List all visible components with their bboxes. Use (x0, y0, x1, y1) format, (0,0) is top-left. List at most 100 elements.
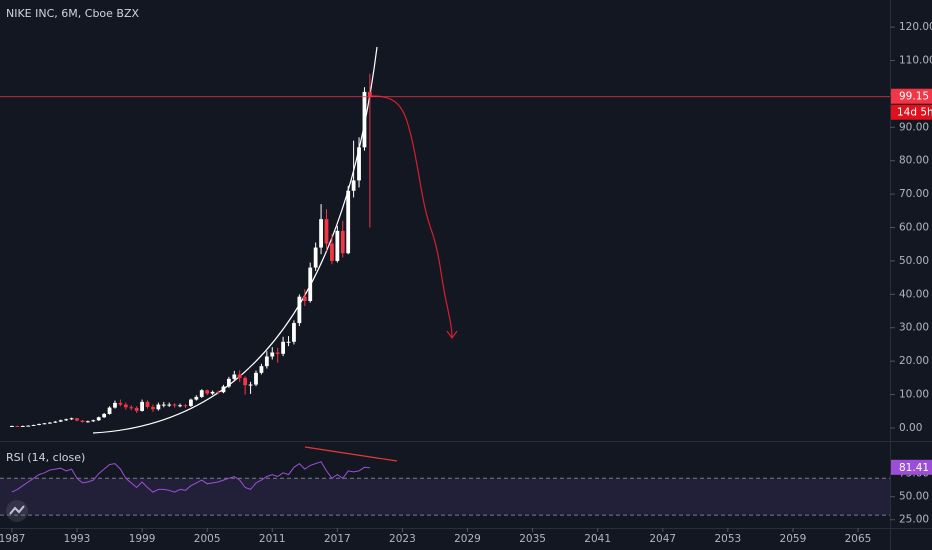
candle-body (313, 247, 318, 268)
x-tick-label: 1999 (129, 533, 156, 545)
candle-body (243, 377, 248, 386)
candle-body (134, 407, 139, 411)
candle-body (248, 384, 253, 386)
candle-body (194, 396, 199, 400)
candle-body (118, 402, 123, 405)
rsi-trendline (304, 446, 398, 462)
candle-body (254, 372, 258, 385)
candle-body (362, 91, 367, 148)
candle-body (80, 420, 85, 422)
candle-body (183, 405, 188, 407)
candle-body (351, 180, 356, 191)
candle-body (367, 91, 372, 97)
candle-body (189, 399, 193, 406)
y-tick-label: 70.00 (899, 188, 929, 200)
candle-body (237, 374, 242, 378)
candle-body (123, 404, 128, 408)
candle-body (297, 296, 302, 324)
candle-body (151, 406, 155, 410)
candle-body (178, 405, 182, 407)
candle-body (330, 243, 334, 261)
candle-body (15, 425, 20, 427)
y-tick-label: 90.00 (899, 121, 929, 133)
rsi-line (11, 461, 370, 493)
last-price-box (891, 88, 932, 104)
countdown-box (891, 104, 932, 120)
candle-body (232, 374, 237, 379)
y-tick-label: 60.00 (899, 222, 929, 234)
candle-body (69, 418, 74, 420)
candle-body (64, 419, 69, 421)
candle-body (259, 366, 264, 373)
candle-body (91, 420, 96, 422)
candle-body (75, 418, 79, 421)
candle-body (226, 378, 231, 387)
x-tick-label: 2035 (519, 533, 546, 545)
drawn-arrow (369, 95, 458, 340)
x-tick-label: 2029 (454, 533, 481, 545)
x-tick-label: 1993 (64, 533, 91, 545)
rsi-title: RSI (14, close) (6, 451, 85, 464)
y-tick-label: 50.00 (899, 255, 929, 267)
candle-body (53, 421, 58, 423)
y-tick-label: 40.00 (899, 288, 929, 300)
x-tick-label: 2005 (194, 533, 221, 545)
x-tick-label: 2065 (845, 533, 872, 545)
y-tick-label: 80.00 (899, 155, 929, 167)
countdown-label: 14d 5h (897, 107, 932, 119)
candle-body (37, 423, 41, 425)
candle-body (107, 407, 112, 414)
rsi-y-tick-label: 25.00 (899, 514, 929, 526)
chart-title: NIKE INC, 6M, Cboe BZX (6, 7, 140, 20)
candle-body (205, 390, 210, 394)
candle-body (340, 230, 345, 254)
candle-body (292, 323, 296, 342)
x-tick-label: 2053 (714, 533, 741, 545)
rsi-last-box (891, 459, 932, 475)
candle-body (47, 422, 52, 424)
candle-body (357, 147, 361, 181)
y-tick-label: 20.00 (899, 355, 929, 367)
y-tick-label: 10.00 (899, 389, 929, 401)
candle-body (42, 423, 47, 425)
candle-body (20, 425, 25, 427)
candle-body (156, 404, 161, 410)
candle-body (26, 425, 31, 427)
candle-body (31, 424, 36, 426)
candle-body (102, 413, 107, 418)
candle-body (58, 420, 63, 422)
x-tick-label: 2011 (259, 533, 286, 545)
candle-body (85, 421, 90, 423)
logo (6, 500, 28, 522)
y-tick-label: 110.00 (899, 54, 932, 66)
candle-body (140, 401, 144, 411)
candle-body (161, 404, 166, 406)
candle-body (172, 404, 177, 406)
y-tick-label: 120.00 (899, 21, 932, 33)
rsi-band (0, 478, 890, 516)
candle-body (96, 417, 101, 421)
rsi-last-label: 81.41 (899, 462, 929, 474)
x-tick-label: 2059 (780, 533, 807, 545)
candle-body (286, 341, 291, 343)
drawn-curve (92, 46, 378, 434)
last-price-label: 99.15 (899, 91, 929, 103)
x-tick-label: 1987 (0, 533, 25, 545)
candle-body (264, 356, 269, 367)
candle-body (199, 390, 204, 397)
candle-body (216, 391, 220, 393)
x-tick-label: 2023 (389, 533, 416, 545)
y-tick-label: 30.00 (899, 322, 929, 334)
candle-body (270, 352, 275, 357)
candle-body (145, 401, 150, 407)
candle-body (113, 402, 117, 408)
y-tick-label: 0.00 (899, 422, 922, 434)
candle-body (335, 230, 340, 261)
candle-body (167, 404, 172, 406)
candle-body (210, 391, 215, 394)
candle-body (302, 296, 307, 302)
candle-body (10, 425, 14, 427)
